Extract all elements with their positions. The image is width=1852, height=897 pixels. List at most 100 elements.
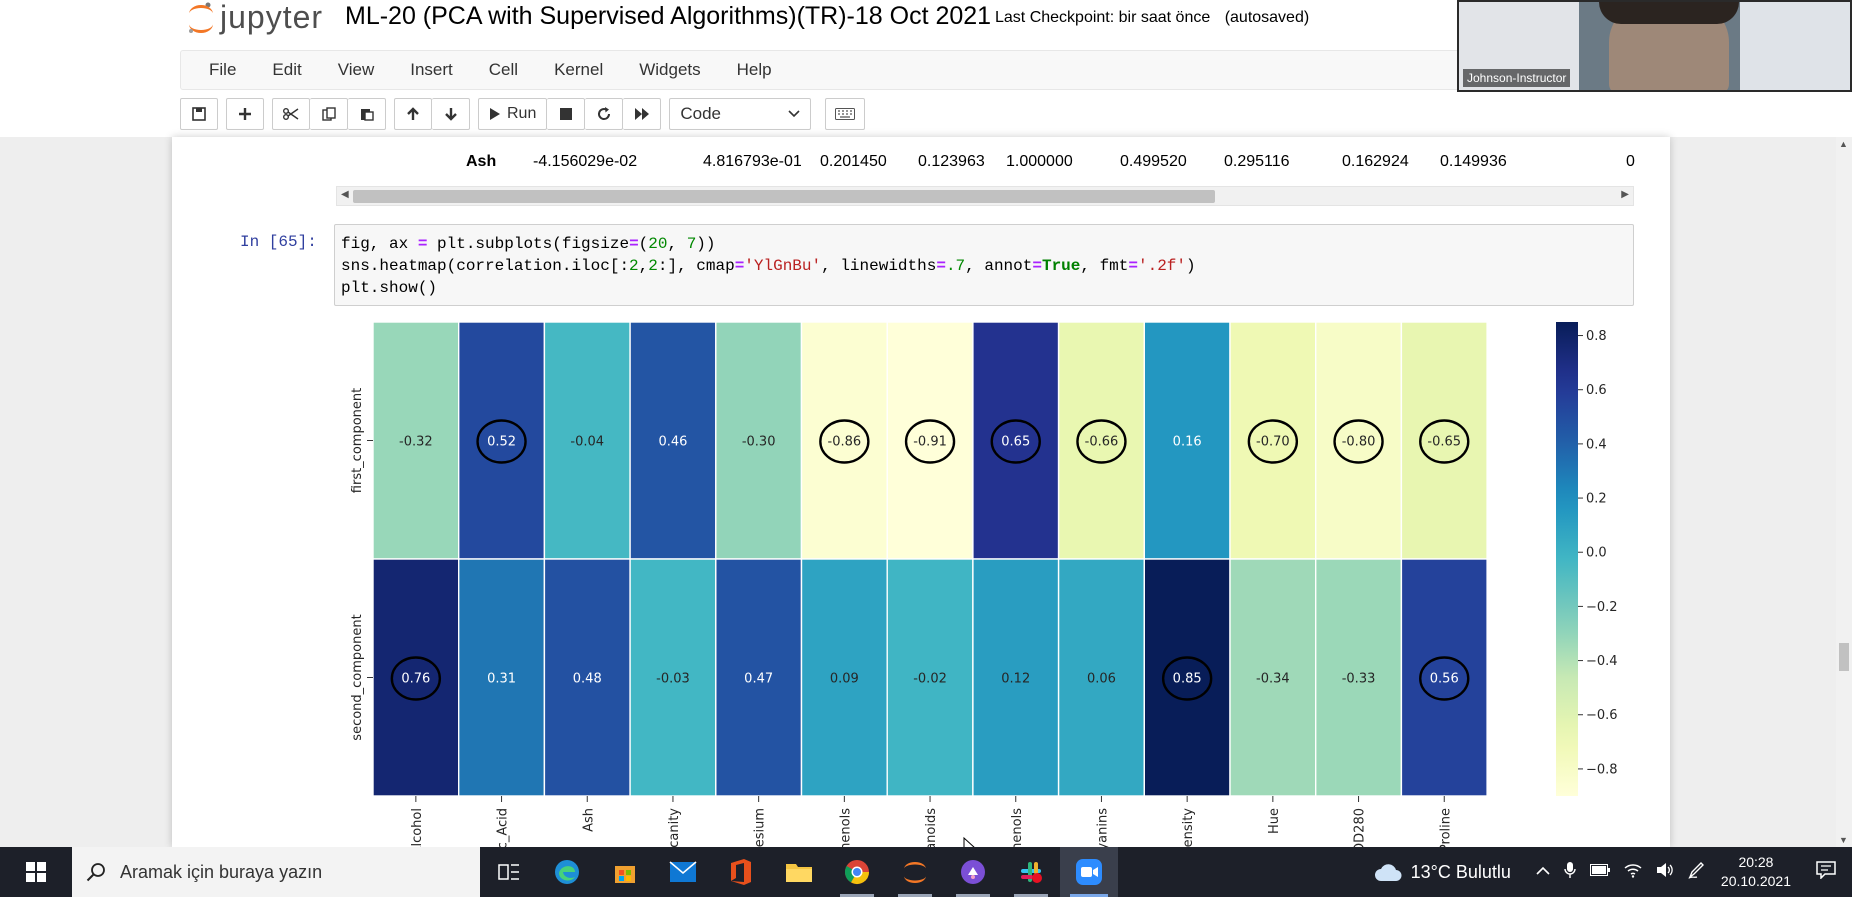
volume-icon[interactable] [1656,862,1674,883]
heatmap-annotation: -0.32 [399,435,433,450]
taskbar-app-jupyter[interactable] [886,847,944,897]
scrollbar-thumb[interactable] [1839,643,1849,671]
x-tick-label: anoids [924,808,939,847]
taskbar-app-store[interactable] [596,847,654,897]
windows-taskbar: Aramak için buraya yazın [0,847,1852,897]
scroll-right-icon[interactable]: ▶ [1621,189,1629,200]
x-tick-label: OD280 [1353,808,1368,847]
code-number: 20 [648,235,668,253]
run-button[interactable]: Run [478,98,548,130]
weather-widget[interactable]: 13°C Bulutlu [1373,862,1511,883]
code-number: .7 [945,257,966,275]
system-clock[interactable]: 20:28 20.10.2021 [1721,853,1791,891]
insert-cell-button[interactable] [226,98,264,130]
participant-hair [1599,2,1739,24]
heatmap-cell [1314,321,1403,560]
heatmap-annotation: -0.34 [1256,672,1290,687]
heatmap-cell [372,321,460,560]
menu-cell[interactable]: Cell [488,60,519,79]
scroll-down-icon[interactable]: ▼ [1839,835,1848,845]
code-number: 2 [648,257,658,275]
heatmap-annotation: 0.52 [487,435,516,450]
x-tick-label: ensity [1181,808,1196,847]
interrupt-button[interactable] [547,98,586,130]
vertical-scrollbar[interactable]: ▲ ▼ [1836,137,1852,847]
colorbar-tick-label: 0.4 [1586,437,1607,452]
code-cell-input[interactable]: fig, ax = plt.subplots(figsize=(20, 7)) … [334,224,1634,306]
menu-view[interactable]: View [337,60,375,79]
copy-button[interactable] [310,98,348,130]
code-text: , fmt [1080,257,1129,275]
menu-file[interactable]: File [209,60,237,79]
scroll-left-icon[interactable]: ◀ [341,189,349,200]
cell-type-select[interactable]: Code [669,98,812,130]
paste-button[interactable] [348,98,386,130]
pen-icon[interactable] [1688,861,1704,884]
code-text: )) [696,235,716,253]
heatmap-cell [629,321,717,560]
x-tick-label: Alcohol [410,808,425,847]
annotation-circle [1076,419,1127,464]
code-operator: = [629,235,639,253]
move-up-button[interactable] [394,98,432,130]
taskbar-app-chrome[interactable] [828,847,886,897]
taskbar-search[interactable]: Aramak için buraya yazın [72,847,480,897]
task-view-button[interactable] [480,847,538,897]
table-cell: 0.295116 [1224,153,1290,170]
notebook-title[interactable]: ML-20 (PCA with Supervised Algorithms)(T… [345,2,992,30]
x-tick-label: esium [753,808,768,847]
code-operator: = [936,257,946,275]
battery-icon[interactable] [1589,863,1610,881]
annotation-circle [904,419,956,464]
code-text: plt.show() [341,279,438,297]
x-tick-label: Ash [581,808,596,832]
play-icon [490,108,500,120]
horizontal-scrollbar[interactable]: ◀ ▶ [336,186,1634,206]
taskbar-app-slack[interactable] [1002,847,1060,897]
code-text: plt.subplots(figsize [427,235,630,253]
checkpoint-text: Last Checkpoint: bir saat önce [995,9,1211,26]
annotation-circle [1247,419,1299,464]
menu-help[interactable]: Help [736,60,772,79]
microphone-icon[interactable] [1564,861,1576,884]
start-button[interactable] [0,847,72,897]
taskbar-app-office[interactable] [712,847,770,897]
command-palette-button[interactable] [825,98,866,130]
taskbar-app-purple[interactable] [944,847,1002,897]
taskbar-app-mail[interactable] [654,847,712,897]
video-thumbnail[interactable]: Johnson-Instructor [1457,0,1852,92]
jupyter-header: jupyter ML-20 (PCA with Supervised Algor… [0,0,1852,137]
save-icon [192,107,206,121]
zoom-icon [1076,859,1102,885]
table-cell: 0.201450 [820,153,887,170]
colorbar [1556,322,1578,796]
jupyter-logo[interactable]: jupyter [186,0,323,35]
restart-run-all-button[interactable] [623,98,662,130]
save-button[interactable] [180,98,218,130]
code-number: 7 [686,235,697,253]
menu-edit[interactable]: Edit [272,60,302,79]
taskbar-app-file-explorer[interactable] [770,847,828,897]
annotation-circle [476,419,527,464]
menu-insert[interactable]: Insert [410,60,453,79]
heatmap-annotation: -0.86 [828,435,862,450]
notification-icon[interactable] [1816,860,1836,884]
paste-icon [360,109,374,121]
taskbar-app-edge[interactable] [538,847,596,897]
chevron-up-icon[interactable] [1536,863,1550,881]
taskbar-app-zoom[interactable] [1060,847,1118,897]
video-background [1740,2,1850,90]
cut-button[interactable] [272,98,310,130]
menu-kernel[interactable]: Kernel [554,60,604,79]
code-string: '.2f' [1138,257,1187,275]
app-purple-icon [961,860,985,884]
table-cell: 4.816793e-01 [703,153,802,170]
restart-button[interactable] [585,98,624,130]
scrollbar-thumb[interactable] [353,190,1215,203]
heatmap-cell [1314,558,1403,797]
scroll-up-icon[interactable]: ▲ [1839,139,1848,149]
menu-widgets[interactable]: Widgets [639,60,701,79]
move-down-button[interactable] [432,98,470,130]
wifi-icon[interactable] [1624,862,1642,883]
table-cell: 0.499520 [1120,153,1187,170]
